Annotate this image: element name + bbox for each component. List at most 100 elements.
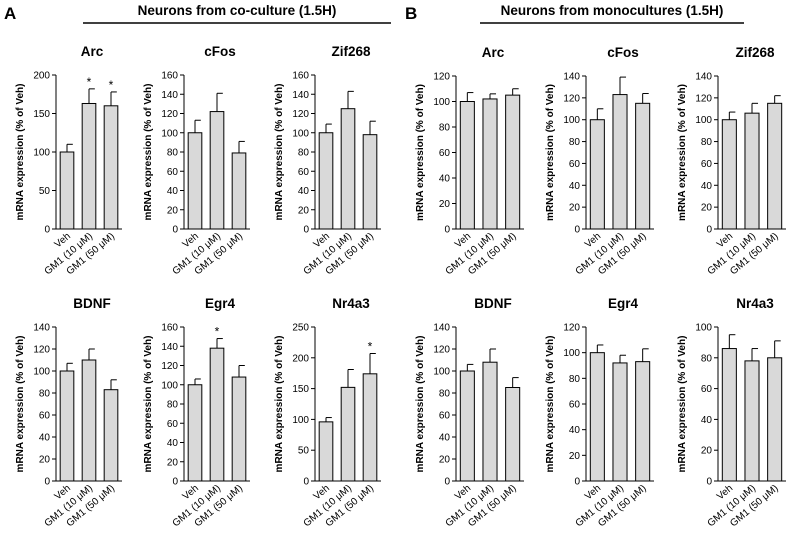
bar: [187, 132, 203, 230]
bar: [505, 387, 521, 482]
y-tick-label: 0: [444, 477, 450, 488]
y-tick-label: 20: [701, 203, 713, 214]
chart-title: Zif268: [331, 44, 371, 59]
bar: [589, 352, 605, 482]
chart-b-egr4: Egr4 mRNA expression (% of Veh) 0 20 40 60 80 1…: [545, 296, 654, 529]
y-tick-label: 120: [292, 109, 309, 120]
chart-a-nr4a3: Nr4a3 mRNA expression (% of Veh) 0 50 100 150…: [274, 296, 381, 529]
y-tick-label: 200: [292, 353, 309, 364]
chart-b-zif268: Zif268 mRNA expression (% of Veh) 0 20 40 60 8…: [677, 45, 786, 277]
y-tick-label: 0: [44, 477, 50, 488]
charts-container: Arc mRNA expression (% of Veh) 0 50 100 150 20…: [15, 44, 786, 529]
y-tick-label: 60: [701, 159, 713, 170]
chart-a-egr4: Egr4 mRNA expression (% of Veh) 0 20 40 60 80 1…: [143, 296, 250, 529]
y-tick-label: 0: [172, 477, 178, 488]
bar: [767, 102, 783, 230]
y-tick-label: 140: [433, 323, 450, 334]
chart-b-cfos: cFos mRNA expression (% of Veh) 0 20 40 60 80 1…: [545, 45, 654, 277]
chart-title: BDNF: [474, 296, 512, 311]
chart-a-arc: Arc mRNA expression (% of Veh) 0 50 100 150 20…: [15, 44, 122, 277]
y-tick-label: 20: [439, 455, 451, 466]
y-tick-label: 60: [569, 159, 581, 170]
chart-a-bdnf: BDNF mRNA expression (% of Veh) 0 20 40 60 80 1…: [15, 296, 122, 529]
bar: [103, 105, 119, 230]
y-axis-label: mRNA expression (% of Veh): [15, 336, 26, 473]
y-tick-label: 60: [39, 411, 51, 422]
chart-a-cfos: cFos mRNA expression (% of Veh) 0 20 40 60 80 1…: [143, 44, 250, 277]
y-axis-label: mRNA expression (% of Veh): [545, 84, 556, 221]
y-tick-label: 0: [172, 225, 178, 236]
bar: [340, 108, 356, 230]
y-tick-label: 100: [292, 128, 309, 139]
y-tick-label: 40: [167, 438, 179, 449]
bar: [744, 360, 760, 482]
bar: [318, 421, 334, 482]
y-axis-label: mRNA expression (% of Veh): [274, 84, 285, 221]
y-tick-label: 160: [161, 71, 178, 82]
chart-title: Nr4a3: [332, 296, 370, 311]
y-tick-label: 0: [706, 225, 712, 236]
y-tick-label: 50: [298, 446, 310, 457]
y-tick-label: 120: [563, 93, 580, 104]
significance-star: *: [368, 339, 373, 353]
y-tick-label: 80: [569, 374, 581, 385]
panel-title-a: Neurons from co-culture (1.5H): [138, 3, 337, 18]
bar: [318, 132, 334, 230]
y-tick-label: 100: [33, 367, 50, 378]
bar: [459, 370, 475, 482]
y-tick-label: 140: [695, 72, 712, 83]
y-tick-label: 40: [167, 186, 179, 197]
y-tick-label: 140: [292, 90, 309, 101]
chart-title: Arc: [482, 45, 505, 60]
y-tick-label: 60: [298, 167, 310, 178]
y-axis-label: mRNA expression (% of Veh): [274, 336, 285, 473]
y-tick-label: 100: [292, 415, 309, 426]
y-tick-label: 0: [303, 477, 309, 488]
bar: [59, 370, 75, 482]
y-tick-label: 50: [39, 186, 51, 197]
y-tick-label: 80: [569, 137, 581, 148]
significance-star: *: [109, 78, 114, 92]
significance-star: *: [215, 325, 220, 339]
y-tick-label: 120: [433, 72, 450, 83]
y-tick-label: 40: [298, 186, 310, 197]
y-axis-label: mRNA expression (% of Veh): [677, 336, 688, 473]
chart-title: Zif268: [735, 45, 775, 60]
y-tick-label: 40: [39, 433, 51, 444]
y-tick-label: 40: [439, 174, 451, 185]
y-tick-label: 100: [695, 115, 712, 126]
y-tick-label: 100: [695, 323, 712, 334]
bar: [459, 101, 475, 230]
bar: [505, 94, 521, 230]
y-tick-label: 60: [701, 384, 713, 395]
bar: [482, 98, 498, 230]
y-tick-label: 80: [167, 400, 179, 411]
y-tick-label: 120: [695, 93, 712, 104]
y-tick-label: 150: [33, 109, 50, 120]
y-tick-label: 40: [569, 425, 581, 436]
chart-title: Nr4a3: [736, 296, 774, 311]
y-tick-label: 140: [33, 323, 50, 334]
y-tick-label: 60: [167, 167, 179, 178]
y-tick-label: 250: [292, 323, 309, 334]
y-tick-label: 160: [292, 71, 309, 82]
bar: [767, 357, 783, 482]
y-tick-label: 80: [39, 389, 51, 400]
y-tick-label: 0: [303, 225, 309, 236]
y-tick-label: 100: [161, 128, 178, 139]
bar: [635, 102, 651, 230]
chart-b-nr4a3: Nr4a3 mRNA expression (% of Veh) 0 20 40 60 80…: [677, 296, 786, 529]
y-tick-label: 100: [563, 115, 580, 126]
y-axis-label: mRNA expression (% of Veh): [545, 336, 556, 473]
bar: [209, 111, 225, 230]
y-axis-label: mRNA expression (% of Veh): [143, 336, 154, 473]
chart-b-bdnf: BDNF mRNA expression (% of Veh) 0 20 40 60 80 1…: [415, 296, 524, 529]
bar: [744, 112, 760, 230]
chart-title: Egr4: [608, 296, 639, 311]
y-tick-label: 0: [574, 477, 580, 488]
y-tick-label: 60: [167, 419, 179, 430]
bar: [635, 361, 651, 482]
bar: [81, 359, 97, 482]
y-axis-label: mRNA expression (% of Veh): [677, 84, 688, 221]
